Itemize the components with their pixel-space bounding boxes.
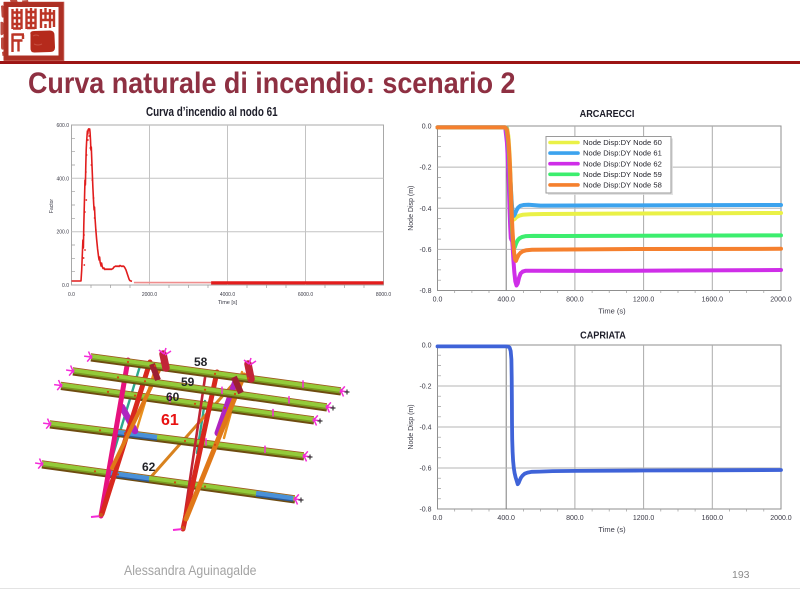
svg-text:61: 61 <box>161 412 179 429</box>
svg-text:Node Disp:DY Node 62: Node Disp:DY Node 62 <box>583 159 662 168</box>
svg-text:0.0: 0.0 <box>422 343 432 350</box>
svg-text:0.0: 0.0 <box>422 124 432 131</box>
svg-text:-0.4: -0.4 <box>419 206 431 213</box>
svg-text:200.0: 200.0 <box>56 230 69 236</box>
svg-text:400.0: 400.0 <box>497 297 515 304</box>
svg-text:2000.0: 2000.0 <box>770 297 792 304</box>
svg-text:2000.0: 2000.0 <box>770 515 792 522</box>
svg-text:0.0: 0.0 <box>62 283 69 289</box>
svg-text:62: 62 <box>142 460 156 474</box>
svg-text:Node Disp:DY Node 59: Node Disp:DY Node 59 <box>583 170 662 179</box>
svg-text:Node Disp (m): Node Disp (m) <box>408 404 415 449</box>
svg-text:0.0: 0.0 <box>68 292 75 298</box>
svg-text:1600.0: 1600.0 <box>702 297 724 304</box>
svg-text:0.0: 0.0 <box>433 297 443 304</box>
svg-text:Node Disp:DY Node 61: Node Disp:DY Node 61 <box>583 149 662 158</box>
svg-text:Factor: Factor <box>49 199 55 214</box>
svg-text:4000.0: 4000.0 <box>220 292 236 298</box>
svg-text:800.0: 800.0 <box>566 297 584 304</box>
svg-text:Node Disp:DY Node 58: Node Disp:DY Node 58 <box>583 181 662 190</box>
svg-text:Curva d’incendio al nodo 61: Curva d’incendio al nodo 61 <box>146 106 278 119</box>
svg-text:60: 60 <box>166 390 180 404</box>
svg-text:8000.0: 8000.0 <box>376 292 392 298</box>
svg-text:CAPRIATA: CAPRIATA <box>580 330 626 342</box>
svg-text:Time (s): Time (s) <box>598 525 626 534</box>
svg-text:0.0: 0.0 <box>433 515 443 522</box>
svg-text:1600.0: 1600.0 <box>702 515 724 522</box>
svg-text:800.0: 800.0 <box>566 515 584 522</box>
svg-text:-0.4: -0.4 <box>419 425 431 432</box>
svg-text:Node Disp:DY Node 60: Node Disp:DY Node 60 <box>583 138 662 147</box>
svg-text:-0.6: -0.6 <box>419 247 431 254</box>
svg-text:Node Disp (m): Node Disp (m) <box>408 186 415 231</box>
svg-text:Time [s]: Time [s] <box>218 300 238 306</box>
svg-text:-0.8: -0.8 <box>419 288 431 295</box>
svg-text:-0.2: -0.2 <box>419 384 431 391</box>
svg-text:6000.0: 6000.0 <box>298 292 314 298</box>
svg-text:-0.8: -0.8 <box>419 507 431 514</box>
svg-text:59: 59 <box>181 375 195 389</box>
svg-text:1200.0: 1200.0 <box>633 297 655 304</box>
svg-text:1200.0: 1200.0 <box>633 515 655 522</box>
svg-text:2000.0: 2000.0 <box>142 292 158 298</box>
svg-text:ARCARECCI: ARCARECCI <box>580 108 635 120</box>
svg-text:-0.6: -0.6 <box>419 466 431 473</box>
svg-text:400.0: 400.0 <box>56 176 69 182</box>
svg-text:400.0: 400.0 <box>497 515 515 522</box>
svg-text:600.0: 600.0 <box>56 123 69 129</box>
svg-text:-0.2: -0.2 <box>419 165 431 172</box>
svg-text:58: 58 <box>194 355 208 369</box>
svg-text:Time (s): Time (s) <box>598 307 626 316</box>
